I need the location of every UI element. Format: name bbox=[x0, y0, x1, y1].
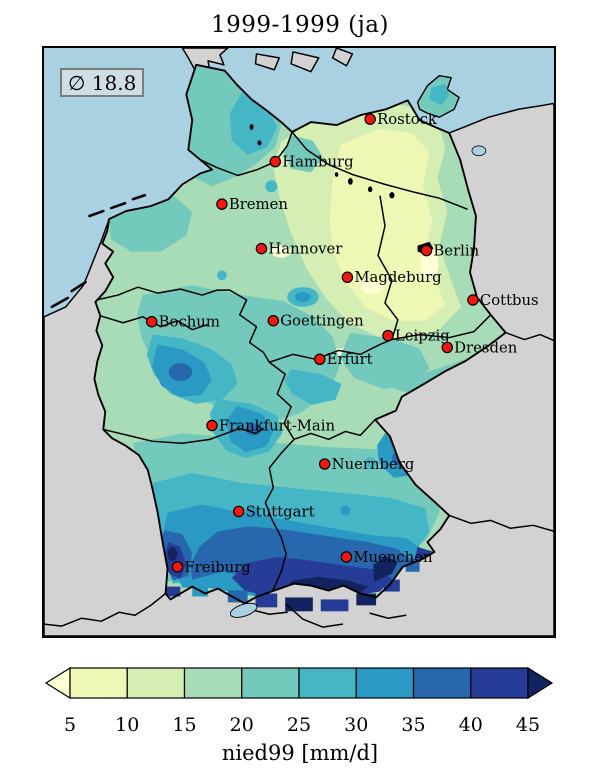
colorbar-over-arrow bbox=[528, 668, 552, 698]
city-dot bbox=[217, 199, 227, 209]
city-marker-freiburg: Freiburg bbox=[172, 559, 251, 576]
city-label: Berlin bbox=[433, 243, 479, 260]
city-label: Hamburg bbox=[282, 154, 354, 171]
city-dot bbox=[320, 459, 330, 469]
city-marker-hannover: Hannover bbox=[256, 241, 343, 258]
city-label: Stuttgart bbox=[246, 503, 315, 520]
colorbar-cell bbox=[70, 668, 127, 698]
colorbar-tick: 40 bbox=[459, 714, 483, 736]
colorbar-tick: 25 bbox=[287, 714, 311, 736]
city-marker-muenchen: Muenchen bbox=[341, 549, 433, 566]
city-label: Rostock bbox=[377, 111, 438, 128]
city-dot bbox=[421, 245, 431, 255]
city-dot bbox=[341, 552, 351, 562]
city-dot bbox=[270, 157, 280, 167]
city-label: Leipzig bbox=[395, 328, 450, 345]
colorbar-tick: 30 bbox=[344, 714, 368, 736]
city-dot bbox=[315, 354, 325, 364]
city-label: Frankfurt-Main bbox=[219, 417, 336, 434]
city-marker-hamburg: Hamburg bbox=[270, 154, 354, 171]
city-dot bbox=[207, 420, 217, 430]
city-dot bbox=[172, 562, 182, 572]
colorbar-tick: 45 bbox=[516, 714, 540, 736]
germany-precipitation-map: Rostock Hamburg Bremen Hannover Berlin Magdeb… bbox=[44, 48, 554, 636]
city-label: Erfurt bbox=[327, 351, 373, 368]
colorbar-cell bbox=[356, 668, 413, 698]
city-dot bbox=[147, 317, 157, 327]
colorbar-tick: 5 bbox=[64, 714, 76, 736]
city-marker-dresden: Dresden bbox=[442, 339, 518, 356]
colorbar-tick: 10 bbox=[115, 714, 139, 736]
city-label: Goettingen bbox=[280, 313, 364, 330]
city-dot bbox=[365, 114, 375, 124]
map-panel: Rostock Hamburg Bremen Hannover Berlin Magdeb… bbox=[42, 46, 556, 638]
ijsselmeer-lake bbox=[49, 235, 75, 261]
city-dot bbox=[468, 295, 478, 305]
colorbar-tick: 20 bbox=[230, 714, 254, 736]
city-marker-goettingen: Goettingen bbox=[268, 313, 364, 330]
city-marker-nuernberg: Nuernberg bbox=[320, 456, 415, 473]
colorbar-cell bbox=[242, 668, 299, 698]
colorbar-cell bbox=[299, 668, 356, 698]
colorbar-cell bbox=[185, 668, 242, 698]
city-label: Hannover bbox=[268, 241, 343, 258]
city-label: Magdeburg bbox=[354, 269, 442, 286]
city-marker-stuttgart: Stuttgart bbox=[234, 503, 315, 520]
city-label: Dresden bbox=[454, 339, 518, 356]
city-label: Muenchen bbox=[353, 549, 433, 566]
mean-value-box: ∅ 18.8 bbox=[60, 68, 144, 97]
plot-title: 1999-1999 (ja) bbox=[0, 12, 600, 38]
figure: 1999-1999 (ja) bbox=[0, 0, 600, 780]
city-dot bbox=[442, 342, 452, 352]
colorbar-tick-labels: 5 10 15 20 25 30 35 40 45 bbox=[64, 714, 540, 736]
colorbar-cell bbox=[127, 668, 184, 698]
colorbar-label: nied99 [mm/d] bbox=[0, 741, 600, 765]
city-label: Bremen bbox=[229, 196, 289, 213]
city-dot bbox=[256, 243, 266, 253]
colorbar-tick: 35 bbox=[401, 714, 425, 736]
colorbar: 5 10 15 20 25 30 35 40 45 bbox=[0, 655, 600, 745]
colorbar-cell bbox=[471, 668, 528, 698]
colorbar-cell bbox=[414, 668, 471, 698]
lagoon bbox=[472, 146, 486, 156]
mean-value: ∅ 18.8 bbox=[68, 71, 136, 95]
city-marker-magdeburg: Magdeburg bbox=[342, 269, 442, 286]
city-label: Cottbus bbox=[480, 292, 539, 309]
colorbar-tick: 15 bbox=[172, 714, 196, 736]
city-dot bbox=[234, 506, 244, 516]
colorbar-cells bbox=[46, 668, 552, 698]
city-dot bbox=[342, 272, 352, 282]
city-label: Freiburg bbox=[184, 559, 251, 576]
city-label: Bochum bbox=[159, 314, 220, 331]
city-marker-frankfurt-main: Frankfurt-Main bbox=[207, 417, 336, 434]
colorbar-under-arrow bbox=[46, 668, 70, 698]
city-dot bbox=[383, 330, 393, 340]
city-dot bbox=[268, 316, 278, 326]
city-label: Nuernberg bbox=[332, 456, 415, 473]
